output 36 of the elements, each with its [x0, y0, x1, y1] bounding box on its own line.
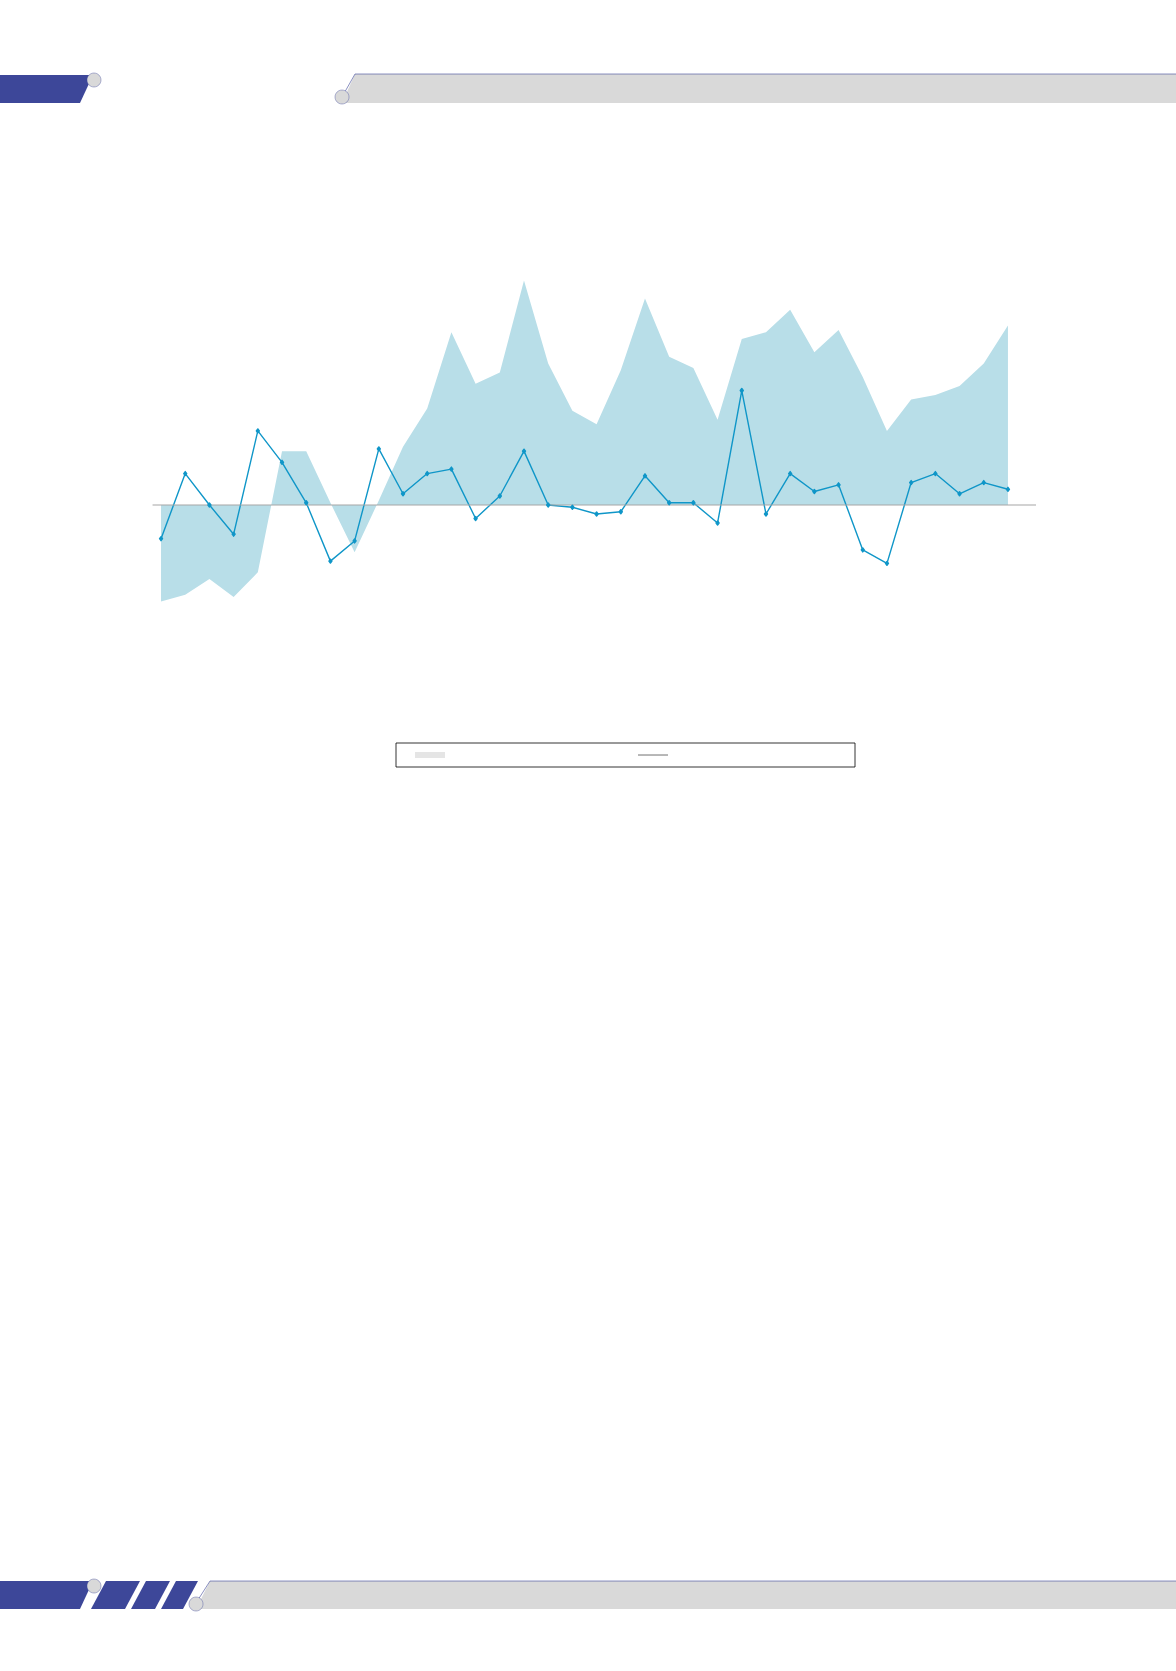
- point: [666, 500, 672, 506]
- point: [497, 493, 502, 499]
- point: [207, 502, 212, 508]
- point: [787, 470, 793, 477]
- point: [473, 515, 478, 522]
- point: [763, 511, 769, 517]
- point: [618, 509, 623, 515]
- point: [328, 558, 333, 564]
- point: [908, 479, 914, 486]
- point: [691, 500, 696, 506]
- point: [425, 470, 430, 477]
- point: [255, 428, 261, 434]
- point: [739, 387, 744, 394]
- point: [715, 520, 720, 526]
- point: [521, 448, 527, 454]
- point: [594, 511, 599, 517]
- point: [1005, 486, 1011, 492]
- point: [642, 473, 648, 479]
- point: [449, 466, 454, 472]
- point: [570, 504, 575, 510]
- point: [376, 446, 382, 452]
- point: [836, 482, 841, 488]
- point: [400, 491, 406, 497]
- point: [981, 479, 986, 486]
- point: [812, 488, 817, 495]
- point: [279, 459, 285, 466]
- point: [957, 491, 962, 497]
- point: [304, 500, 309, 506]
- point: [183, 470, 188, 477]
- point: [860, 547, 865, 553]
- point: [158, 535, 164, 542]
- point: [231, 531, 236, 537]
- point: [933, 470, 938, 477]
- point: [545, 502, 551, 508]
- point: [884, 560, 890, 567]
- point: [352, 538, 357, 544]
